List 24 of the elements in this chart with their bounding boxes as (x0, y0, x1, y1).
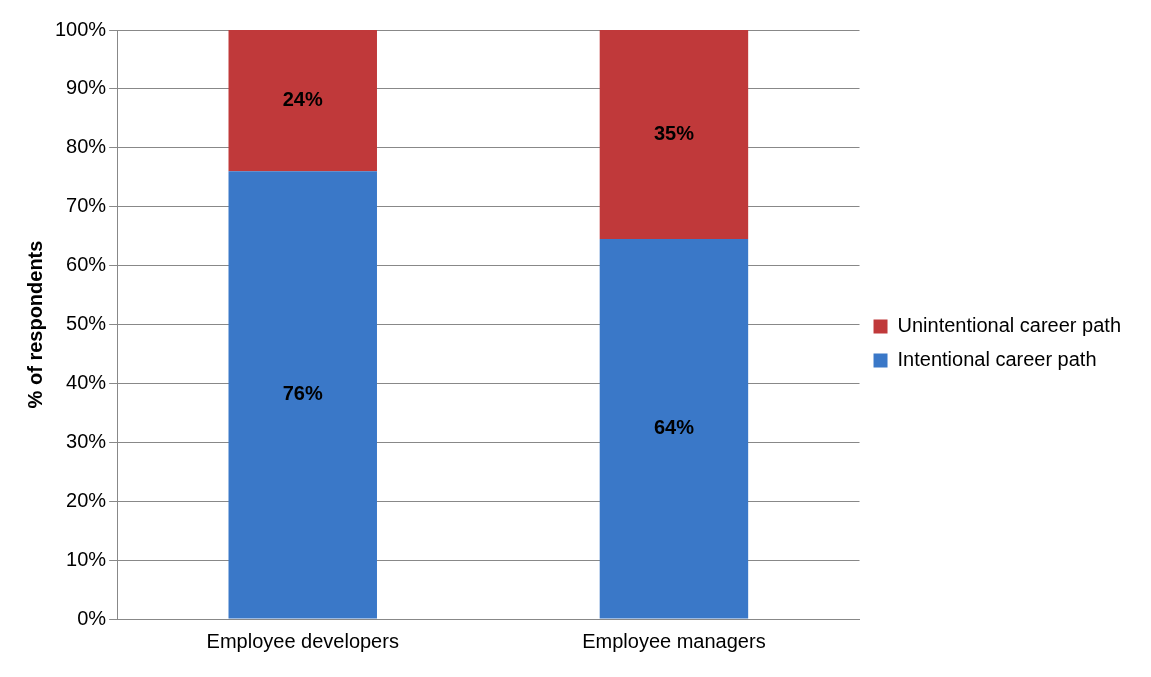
data-label: 35% (653, 122, 695, 145)
y-tick-label: 60% (66, 253, 107, 276)
data-label: 76% (282, 382, 323, 405)
legend-label: Unintentional career path (897, 314, 1122, 337)
y-tick-label: 0% (77, 606, 107, 629)
y-tick-label: 20% (66, 488, 107, 511)
bar (228, 30, 377, 172)
bar (599, 30, 749, 240)
data-label: 24% (282, 88, 323, 111)
y-tick-label: 50% (66, 312, 107, 335)
legend-label: Intentional career path (897, 348, 1097, 371)
y-tick-label: 30% (66, 429, 107, 452)
y-tick-label: 100% (55, 17, 107, 40)
y-axis-title: % of respondents (23, 240, 46, 409)
y-tick-label: 70% (66, 194, 107, 217)
bar (228, 171, 377, 619)
y-tick-label: 90% (66, 76, 107, 99)
bar (599, 239, 749, 619)
data-label: 64% (653, 416, 695, 439)
y-tick-label: 80% (66, 135, 107, 158)
y-tick-label: 10% (66, 547, 107, 570)
x-tick-label: Employee managers (582, 629, 766, 652)
y-tick-label: 40% (66, 370, 107, 393)
x-tick-label: Employee developers (206, 629, 399, 652)
